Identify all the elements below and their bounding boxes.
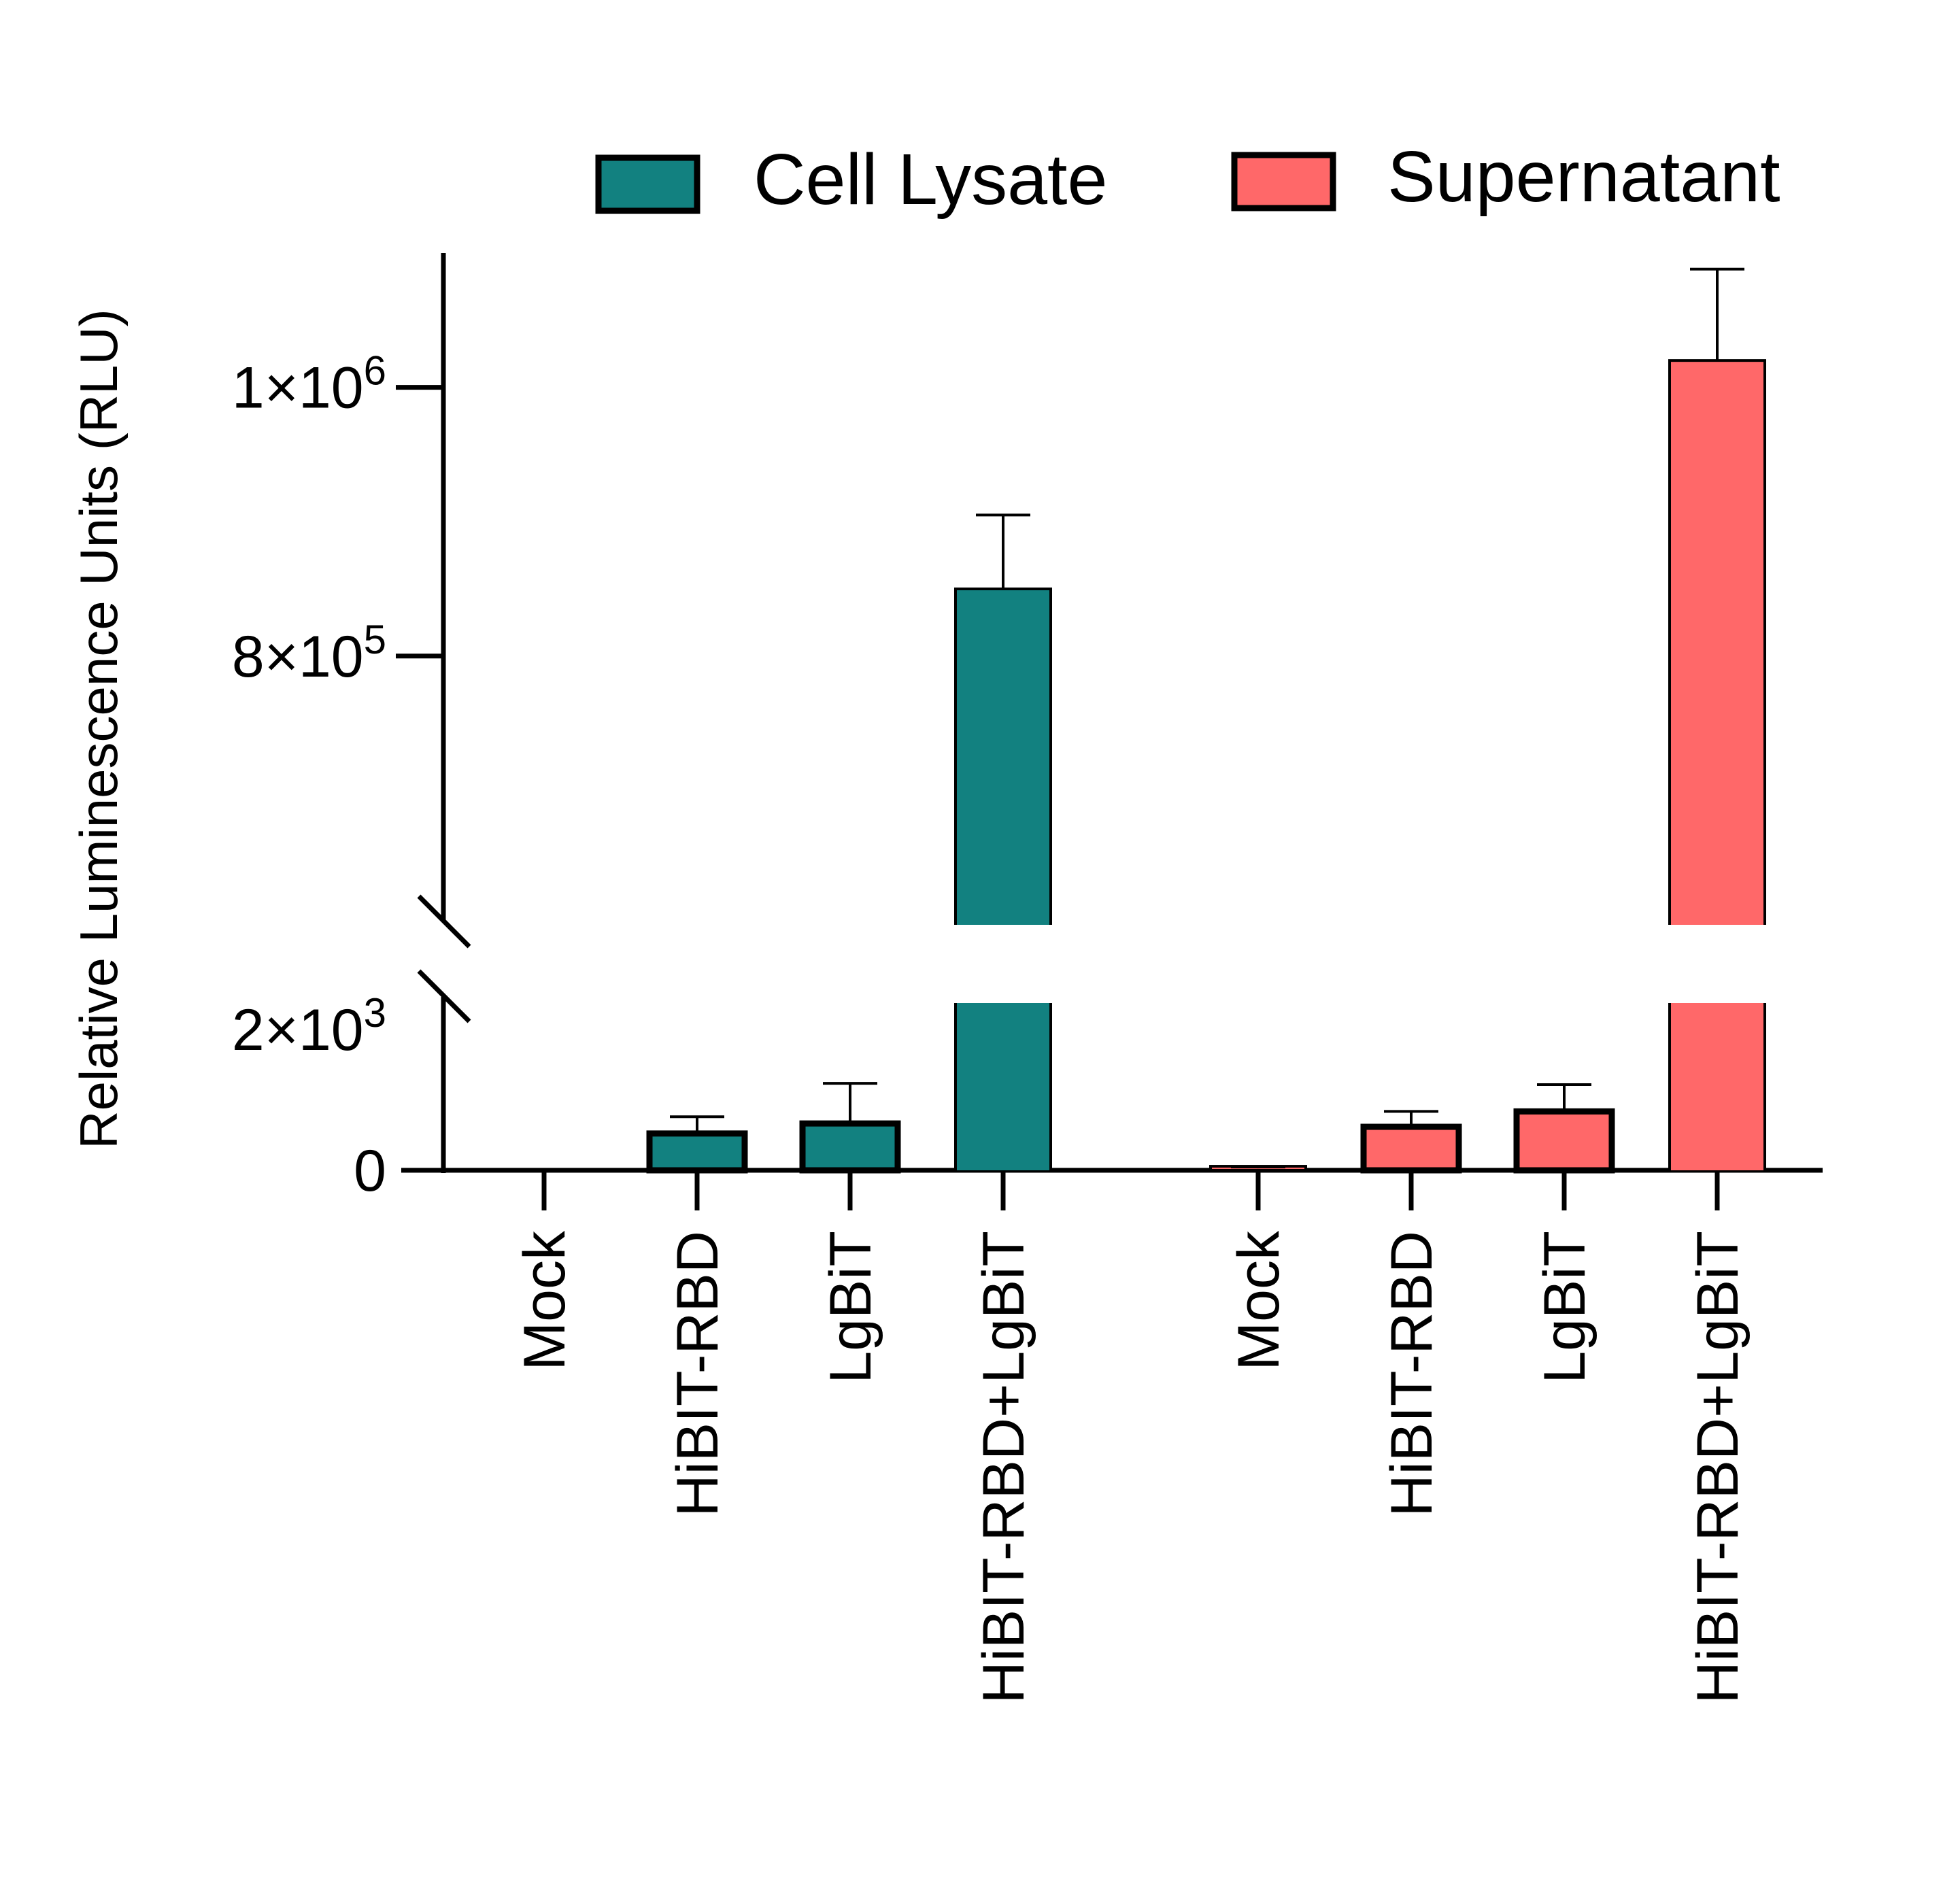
axis-break-mark-upper bbox=[417, 894, 471, 949]
legend: Cell Lysate Supernatant bbox=[595, 137, 1780, 220]
bar bbox=[799, 1120, 901, 1174]
bar-upper-segment bbox=[1670, 360, 1765, 925]
bar bbox=[1513, 1108, 1615, 1174]
bar-lower-segment bbox=[1670, 1003, 1765, 1170]
x-tick-label: HiBIT-RBD bbox=[665, 1231, 730, 1516]
x-tick-label: LgBiT bbox=[1532, 1231, 1598, 1384]
bar-lower-segment bbox=[956, 1003, 1051, 1170]
x-axis: Mock HiBIT-RBD LgBiT HiBIT-RBD+LgBiT Mock HiB… bbox=[401, 1168, 1823, 1703]
y-tick-label: 8×105 bbox=[232, 617, 386, 690]
bars bbox=[646, 267, 1766, 1174]
legend-label-supernatant: Supernatant bbox=[1387, 137, 1780, 217]
y-tick-label: 1×106 bbox=[232, 348, 386, 421]
y-axis-label: Relative Luminescence Units (RLU) bbox=[69, 309, 129, 1149]
x-tick-label: HiBIT-RBD+LgBiT bbox=[1685, 1231, 1751, 1703]
axis-break-mark-lower bbox=[417, 969, 471, 1023]
legend-swatch-supernatant bbox=[1231, 152, 1336, 211]
legend-swatch-cell-lysate bbox=[595, 154, 700, 214]
legend-label-cell-lysate: Cell Lysate bbox=[754, 139, 1107, 220]
x-tick-label: HiBIT-RBD bbox=[1379, 1231, 1444, 1516]
y-tick-label: 0 bbox=[354, 1138, 386, 1204]
x-tick-label: Mock bbox=[1226, 1230, 1291, 1370]
x-tick-label: Mock bbox=[512, 1230, 577, 1370]
y-tick-label: 2×103 bbox=[232, 990, 386, 1063]
bar bbox=[646, 1130, 748, 1174]
x-tick-label: LgBiT bbox=[818, 1231, 883, 1384]
bar bbox=[1360, 1123, 1462, 1174]
x-tick-label: HiBIT-RBD+LgBiT bbox=[971, 1231, 1036, 1703]
y-axis: 0 2×103 8×105 1×106 bbox=[232, 253, 471, 1204]
bar-upper-segment bbox=[956, 589, 1051, 925]
